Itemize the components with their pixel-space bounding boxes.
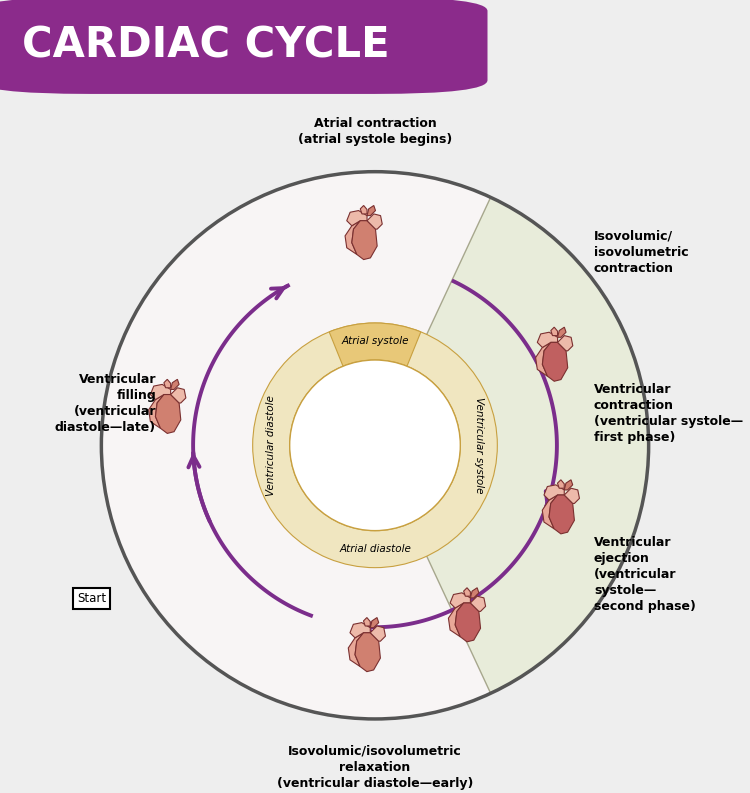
Polygon shape [536, 343, 550, 376]
Text: Atrial systole: Atrial systole [341, 336, 409, 347]
Text: Isovolumic/
isovolumetric
contraction: Isovolumic/ isovolumetric contraction [594, 230, 688, 274]
Circle shape [290, 360, 460, 531]
Polygon shape [564, 480, 573, 490]
Wedge shape [375, 197, 649, 693]
Wedge shape [329, 323, 421, 366]
Polygon shape [345, 220, 360, 255]
FancyBboxPatch shape [0, 0, 488, 94]
Polygon shape [464, 588, 470, 596]
Polygon shape [455, 603, 481, 642]
Polygon shape [448, 603, 464, 637]
Polygon shape [155, 395, 181, 434]
Polygon shape [542, 343, 568, 381]
Polygon shape [350, 623, 370, 638]
Text: CARDIAC CYCLE: CARDIAC CYCLE [22, 25, 390, 67]
Polygon shape [367, 214, 382, 229]
Text: Atrial diastole: Atrial diastole [339, 544, 411, 554]
Polygon shape [370, 626, 386, 642]
Polygon shape [564, 488, 580, 504]
Polygon shape [557, 328, 566, 337]
Polygon shape [367, 205, 376, 216]
Polygon shape [542, 495, 557, 529]
Polygon shape [150, 385, 171, 400]
Polygon shape [148, 395, 164, 428]
Polygon shape [364, 618, 370, 626]
Text: Isovolumic/isovolumetric
relaxation
(ventricular diastole—early): Isovolumic/isovolumetric relaxation (ven… [277, 745, 473, 790]
Polygon shape [549, 495, 574, 534]
Polygon shape [557, 480, 564, 488]
Text: Ventricular diastole: Ventricular diastole [266, 395, 276, 496]
Polygon shape [171, 379, 179, 389]
Polygon shape [450, 593, 470, 608]
Polygon shape [346, 211, 367, 226]
Polygon shape [171, 388, 186, 403]
Text: Ventricular
contraction
(ventricular systole—
first phase): Ventricular contraction (ventricular sys… [594, 383, 743, 443]
Wedge shape [253, 323, 497, 568]
Text: Ventricular
ejection
(ventricular
systole—
second phase): Ventricular ejection (ventricular systol… [594, 535, 696, 612]
Polygon shape [348, 633, 364, 667]
Text: Atrial contraction
(atrial systole begins): Atrial contraction (atrial systole begin… [298, 117, 452, 146]
Polygon shape [544, 485, 564, 500]
Polygon shape [557, 335, 573, 351]
Polygon shape [550, 328, 557, 335]
Polygon shape [360, 205, 367, 214]
Polygon shape [470, 588, 478, 598]
Polygon shape [537, 332, 557, 347]
Polygon shape [352, 220, 377, 259]
Polygon shape [355, 633, 380, 672]
Polygon shape [370, 618, 379, 628]
Text: Ventricular
filling
(ventricular
diastole—late): Ventricular filling (ventricular diastol… [55, 373, 156, 434]
Text: Ventricular systole: Ventricular systole [474, 397, 484, 493]
Polygon shape [164, 379, 171, 388]
Text: Start: Start [77, 592, 106, 605]
Wedge shape [101, 171, 490, 719]
Polygon shape [470, 596, 485, 611]
